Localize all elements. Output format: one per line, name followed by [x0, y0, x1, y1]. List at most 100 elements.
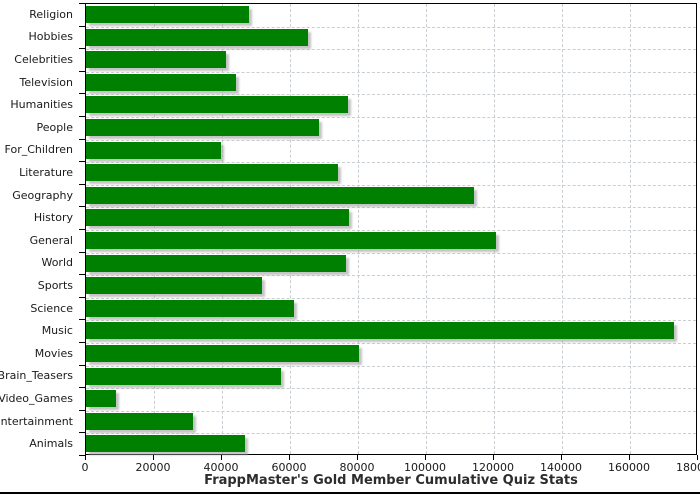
horizontal-gridline — [86, 388, 696, 390]
category-label-brain_teasers: Brain_Teasers — [0, 369, 73, 383]
x-tick-label-100000: 100000 — [404, 461, 446, 474]
y-axis-tick — [79, 139, 86, 140]
bar-religion — [86, 6, 249, 23]
horizontal-gridline — [86, 275, 696, 277]
category-label-video_games: Video_Games — [0, 391, 73, 405]
y-axis-tick — [79, 342, 86, 343]
y-axis-tick — [79, 274, 86, 275]
bar-video_games — [86, 390, 116, 408]
bar-television — [86, 73, 236, 91]
vertical-gridline — [222, 4, 223, 454]
horizontal-gridline — [86, 410, 696, 412]
bar-entertainment — [86, 412, 193, 430]
x-axis-tick — [493, 455, 494, 460]
bar-general — [86, 232, 496, 249]
category-label-general: General — [29, 233, 73, 247]
vertical-gridline — [290, 4, 291, 454]
x-tick-label-180000: 180000 — [676, 461, 700, 474]
y-axis-tick — [79, 161, 86, 162]
horizontal-gridline — [86, 184, 696, 186]
bar-humanities — [86, 96, 348, 114]
bar-sports — [86, 277, 262, 295]
y-axis-tick — [79, 26, 86, 27]
category-label-entertainment: Entertainment — [0, 414, 73, 428]
horizontal-gridline — [86, 139, 696, 141]
bar-world — [86, 254, 346, 272]
y-axis-tick — [79, 365, 86, 366]
x-tick-label-160000: 160000 — [608, 461, 650, 474]
y-axis-tick — [79, 48, 86, 49]
chart-title: FrappMaster's Gold Member Cumulative Qui… — [204, 473, 578, 488]
y-axis-tick — [79, 252, 86, 253]
bar-celebrities — [86, 51, 226, 69]
category-label-humanities: Humanities — [10, 98, 73, 112]
x-axis-tick — [561, 455, 562, 460]
horizontal-gridline — [86, 230, 696, 231]
category-label-sports: Sports — [37, 278, 73, 292]
x-tick-label-80000: 80000 — [339, 461, 375, 474]
y-axis-tick — [79, 410, 86, 411]
vertical-gridline — [426, 4, 427, 454]
horizontal-gridline — [86, 297, 696, 299]
y-axis-tick — [79, 3, 86, 4]
y-axis-tick — [79, 116, 86, 117]
horizontal-gridline — [86, 343, 696, 344]
y-axis-tick — [79, 319, 86, 320]
x-axis-tick — [289, 455, 290, 460]
category-label-religion: Religion — [29, 7, 73, 21]
horizontal-gridline — [86, 117, 696, 118]
bottom-divider — [0, 492, 700, 494]
x-axis-tick — [697, 455, 698, 460]
bar-animals — [86, 435, 245, 453]
category-label-history: History — [33, 211, 73, 225]
category-label-music: Music — [41, 324, 73, 338]
vertical-gridline — [154, 4, 155, 454]
y-axis-tick — [79, 455, 86, 456]
y-axis-tick — [79, 432, 86, 433]
horizontal-gridline — [86, 365, 696, 367]
bar-people — [86, 119, 319, 136]
category-label-animals: Animals — [29, 437, 73, 451]
horizontal-gridline — [86, 49, 696, 51]
x-tick-label-120000: 120000 — [472, 461, 514, 474]
x-tick-label-140000: 140000 — [540, 461, 582, 474]
x-axis-tick — [629, 455, 630, 460]
horizontal-gridline — [86, 71, 696, 73]
vertical-gridline — [562, 4, 563, 454]
horizontal-gridline — [86, 320, 696, 322]
x-tick-label-0: 0 — [81, 461, 89, 474]
y-axis-tick — [79, 184, 86, 185]
category-label-celebrities: Celebrities — [14, 52, 73, 66]
bar-history — [86, 209, 349, 227]
x-tick-label-20000: 20000 — [135, 461, 171, 474]
horizontal-gridline — [86, 207, 696, 209]
y-axis-tick — [79, 71, 86, 72]
category-label-science: Science — [30, 301, 73, 315]
bar-brain_teasers — [86, 367, 281, 385]
bar-for_children — [86, 141, 221, 159]
x-axis-tick — [425, 455, 426, 460]
category-label-geography: Geography — [12, 188, 73, 202]
horizontal-gridline — [86, 26, 696, 28]
y-axis-tick — [79, 387, 86, 388]
horizontal-gridline — [86, 94, 696, 96]
bar-geography — [86, 186, 474, 204]
x-axis-tick — [153, 455, 154, 460]
vertical-gridline — [630, 4, 631, 454]
category-label-hobbies: Hobbies — [28, 30, 73, 44]
bar-literature — [86, 164, 338, 182]
y-axis-tick — [79, 93, 86, 94]
category-label-television: Television — [19, 75, 74, 89]
vertical-gridline — [494, 4, 495, 454]
x-axis-tick — [357, 455, 358, 460]
category-label-for_children: For_Children — [4, 143, 73, 157]
category-label-people: People — [36, 120, 73, 134]
x-axis-tick — [221, 455, 222, 460]
category-label-literature: Literature — [19, 165, 73, 179]
vertical-gridline — [358, 4, 359, 454]
x-tick-label-60000: 60000 — [271, 461, 307, 474]
x-axis-tick — [85, 455, 86, 460]
horizontal-gridline — [86, 433, 696, 435]
bar-music — [86, 322, 674, 340]
